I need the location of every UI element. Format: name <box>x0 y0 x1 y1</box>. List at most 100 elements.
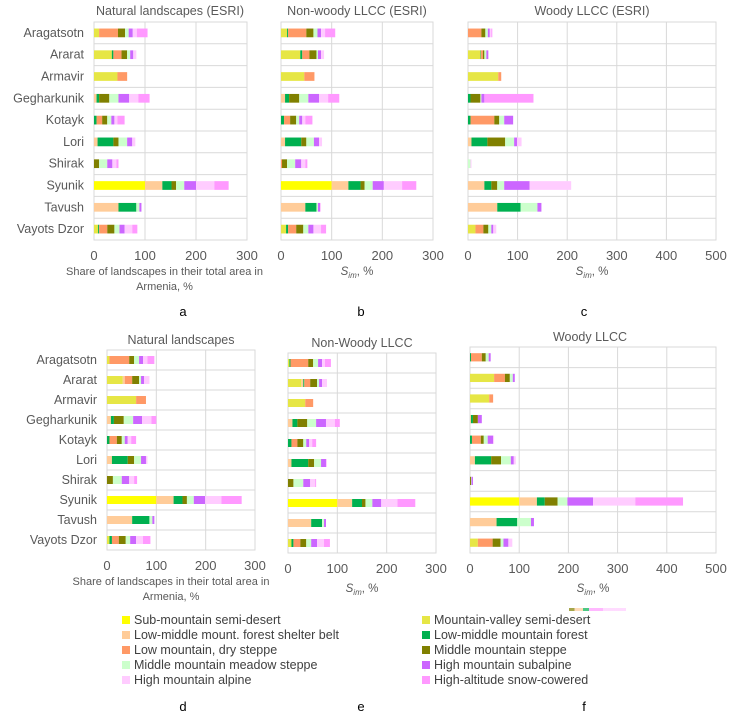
bar-segment-kotayk-high-altitude-snow-cowered <box>305 115 313 125</box>
bar-segment-shirak-high-mountain-subalpine <box>107 159 113 169</box>
legend-item-sub-mountain-semi-desert: Sub-mountain semi-desert <box>122 612 281 627</box>
legend-swatch <box>122 630 130 639</box>
bar-segment-vayots-dzor-middle-mountain-steppe <box>300 539 307 547</box>
bar-segment-gegharkunik-low-middle-mountain-forest <box>292 419 298 427</box>
bar-segment-ararat-middle-mountain-meadow-steppe <box>484 50 487 60</box>
x-tick-label: 300 <box>606 248 628 263</box>
bar-segment-syunik-middle-mountain-meadow-steppe <box>176 181 185 190</box>
chart-title: Natural landscapes (ESRI) <box>96 4 244 18</box>
bar-segment-syunik-low-middle-mountain-forest <box>536 497 545 506</box>
bar-segment-ararat-low-middle-mountain-forest <box>300 50 303 60</box>
bar-segment-aragatsotn-mountain-valley-semi-desert <box>107 356 110 364</box>
bar-segment-kotayk-high-mountain-alpine <box>114 115 118 125</box>
legend-label: Middle mountain steppe <box>434 642 567 657</box>
bar-segment-ararat-low-mountain-dry-steppe <box>113 50 122 60</box>
bar-segment-vayots-dzor-middle-mountain-meadow-steppe <box>303 224 309 234</box>
bar-segment-gegharkunik-low-middle-mountain-forest <box>470 414 473 424</box>
bar-segment-kotayk-low-middle-mountain-forest <box>107 436 110 444</box>
bar-segment-kotayk-middle-mountain-meadow-steppe <box>303 439 307 447</box>
bar-segment-shirak-high-mountain-subalpine <box>471 476 473 486</box>
bar-segment-armavir-low-mountain-dry-steppe <box>305 399 314 407</box>
bar-segment-vayots-dzor-high-mountain-alpine <box>317 539 325 547</box>
x-axis-label: Sim, % <box>341 266 374 280</box>
bar-segment-kotayk-high-mountain-alpine <box>302 115 306 125</box>
bar-segment-tavush-middle-mountain-meadow-steppe <box>517 517 532 527</box>
bar-segment-lori-middle-mountain-meadow-steppe <box>306 137 314 147</box>
chart-title: Non-woody LLCC (ESRI) <box>287 4 427 18</box>
bar-segment-aragatsotn-middle-mountain-steppe <box>129 356 135 364</box>
legend-label: High-altitude snow-cowered <box>434 672 589 687</box>
bar-segment-ararat-middle-mountain-steppe <box>132 376 140 384</box>
bar-segment-kotayk-middle-mountain-steppe <box>480 435 484 444</box>
bar-segment-aragatsotn-high-mountain-subalpine <box>487 28 490 38</box>
bar-segment-syunik-middle-mountain-steppe <box>182 496 187 504</box>
bar-segment-shirak-high-mountain-alpine <box>301 159 306 169</box>
bar-segment-lori-high-mountain-subalpine <box>514 137 518 147</box>
legend-item-middle-mountain-steppe: Middle mountain steppe <box>422 642 567 657</box>
bar-segment-syunik-middle-mountain-steppe <box>544 497 558 506</box>
y-tick-label: Armavir <box>54 393 97 407</box>
x-axis-label: Sim, % <box>346 583 379 597</box>
bar-segment-kotayk-middle-mountain-meadow-steppe <box>483 435 488 444</box>
x-tick-label: 0 <box>103 558 110 573</box>
bar-segment-tavush-low-middle-mount-forest-shelter-belt <box>470 517 497 527</box>
bar-segment-syunik-low-middle-mount-forest-shelter-belt <box>468 181 485 190</box>
bar-segment-vayots-dzor-high-mountain-alpine <box>136 536 144 544</box>
x-tick-label: 200 <box>371 248 393 263</box>
bar-segment-vayots-dzor-low-mountain-dry-steppe <box>99 224 108 234</box>
bar-segment-ararat-low-mountain-dry-steppe <box>480 50 483 60</box>
bar-segment-tavush-low-middle-mount-forest-shelter-belt <box>94 202 119 212</box>
bar-segment-aragatsotn-high-altitude-snow-cowered <box>325 28 336 38</box>
bar-segment-gegharkunik-high-mountain-alpine <box>142 416 152 424</box>
legend-swatch <box>422 645 430 654</box>
legend-item-high-mountain-subalpine: High mountain subalpine <box>422 657 572 672</box>
bar-segment-kotayk-high-altitude-snow-cowered <box>312 439 317 447</box>
bar-segment-vayots-dzor-low-middle-mountain-forest <box>109 536 112 544</box>
bar-segment-tavush-high-mountain-subalpine <box>324 519 326 527</box>
bar-segment-armavir-mountain-valley-semi-desert <box>281 72 305 81</box>
panel-letter-e: e <box>357 699 364 714</box>
bar-segment-lori-middle-mountain-meadow-steppe <box>505 137 515 147</box>
bar-segment-syunik-middle-mountain-steppe <box>171 181 177 190</box>
bar-segment-aragatsotn-low-mountain-dry-steppe <box>288 28 307 38</box>
panel-letter-c: c <box>581 304 588 319</box>
bar-segment-syunik-low-middle-mountain-forest <box>348 181 361 190</box>
y-tick-label: Vayots Dzor <box>30 533 97 547</box>
stray-legend-fragment <box>569 608 626 611</box>
y-tick-label: Armavir <box>41 70 84 84</box>
bar-segment-gegharkunik-high-altitude-snow-cowered <box>151 416 157 424</box>
bar-segment-tavush-high-mountain-subalpine <box>139 202 142 212</box>
bar-segment-aragatsotn-low-middle-mountain-forest <box>287 28 289 38</box>
legend-item-low-middle-mount-forest-shelter-belt: Low-middle mount. forest shelter belt <box>122 627 339 642</box>
legend-swatch <box>122 615 130 624</box>
bar-segment-gegharkunik-low-middle-mount-forest-shelter-belt <box>281 93 286 103</box>
bar-segment-kotayk-low-middle-mountain-forest <box>468 115 471 125</box>
bar-segment-kotayk-low-mountain-dry-steppe <box>109 436 117 444</box>
bar-segment-vayots-dzor-middle-mountain-meadow-steppe <box>114 224 120 234</box>
bar-segment-ararat-high-mountain-subalpine <box>512 373 515 383</box>
bar-segment-gegharkunik-middle-mountain-steppe <box>472 414 478 424</box>
x-tick-label: 300 <box>244 558 266 573</box>
bar-segment-gegharkunik-low-middle-mountain-forest <box>96 93 100 103</box>
bar-segment-gegharkunik-high-mountain-subalpine <box>118 93 130 103</box>
bar-segment-kotayk-high-altitude-snow-cowered <box>131 436 137 444</box>
bar-segment-aragatsotn-high-mountain-subalpine <box>317 28 322 38</box>
bar-segment-tavush-high-mountain-alpine <box>320 202 322 212</box>
bar-segment-aragatsotn-high-mountain-subalpine <box>139 356 144 364</box>
bar-segment-kotayk-high-mountain-subalpine <box>124 436 128 444</box>
bar-segment-lori-middle-mountain-steppe <box>113 137 119 147</box>
bar-segment-ararat-low-middle-mount-forest-shelter-belt <box>122 376 125 384</box>
y-tick-label: Syunik <box>46 179 84 193</box>
bar-segment-ararat-low-mountain-dry-steppe <box>124 376 133 384</box>
legend-swatch <box>422 630 430 639</box>
x-tick-label: 100 <box>145 558 167 573</box>
x-tick-label: 0 <box>284 561 291 576</box>
y-tick-label: Kotayk <box>59 433 98 447</box>
bar-segment-lori-low-middle-mount-forest-shelter-belt <box>470 456 475 465</box>
bar-segment-lori-middle-mountain-meadow-steppe <box>500 456 511 465</box>
bar-segment-syunik-middle-mountain-meadow-steppe <box>557 497 568 506</box>
bar-segment-aragatsotn-mountain-valley-semi-desert <box>288 359 290 367</box>
bar-segment-tavush-middle-mountain-meadow-steppe <box>149 516 153 524</box>
bar-segment-kotayk-low-middle-mountain-forest <box>470 435 472 444</box>
